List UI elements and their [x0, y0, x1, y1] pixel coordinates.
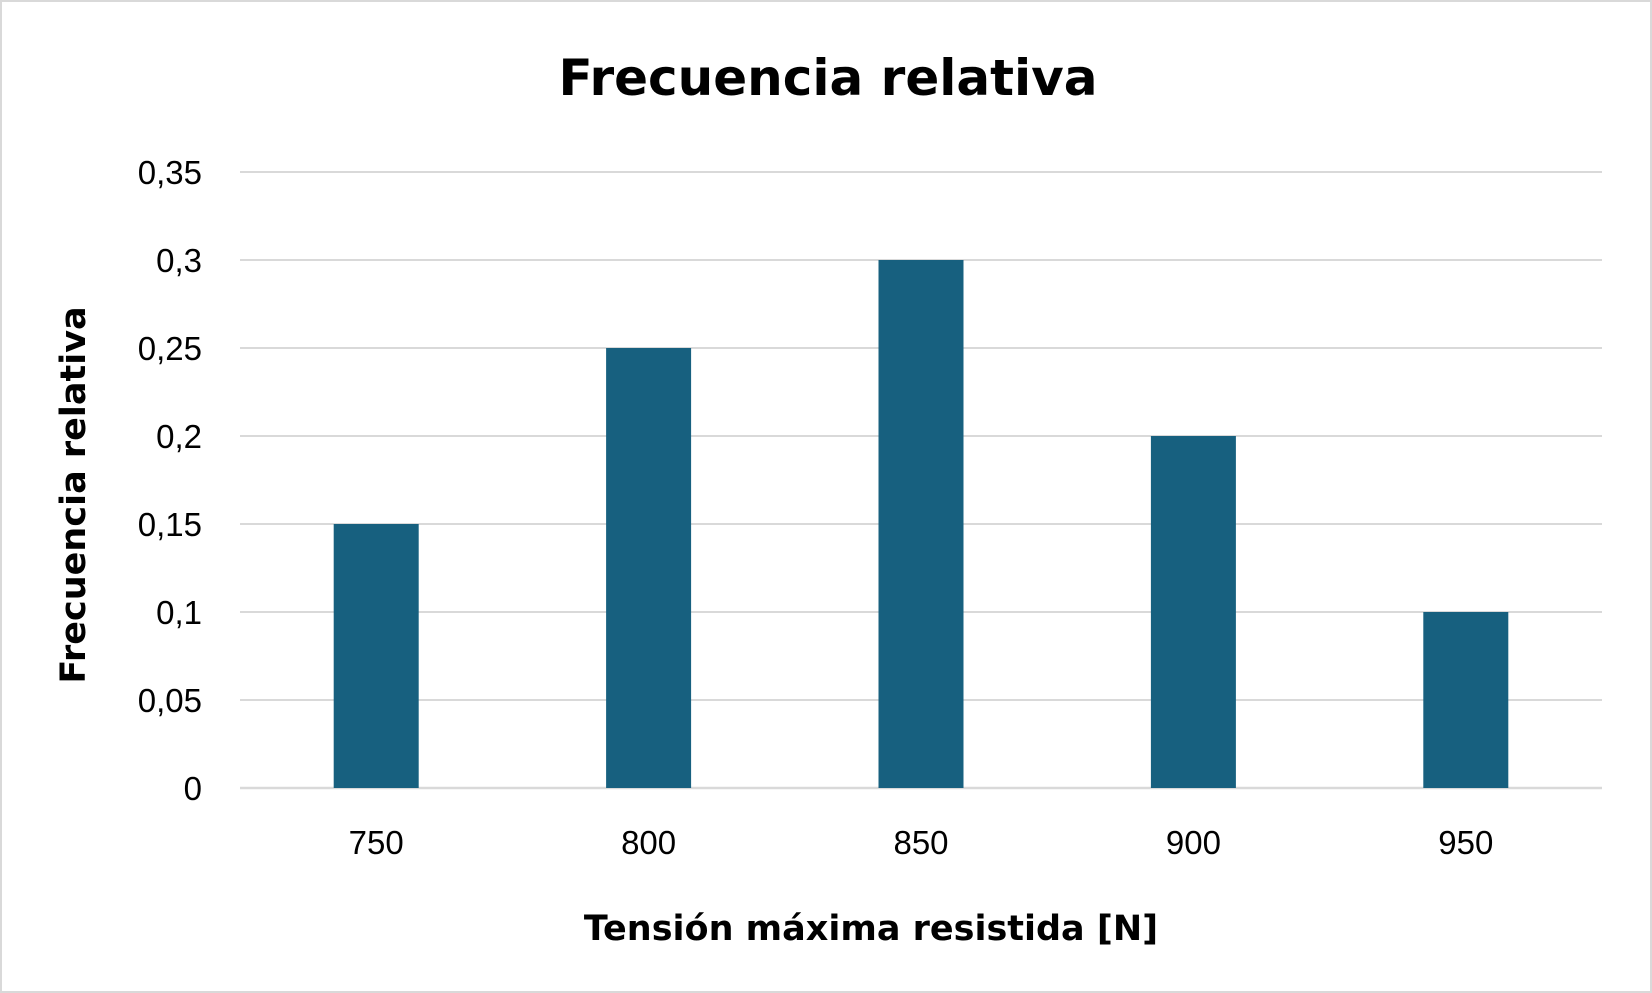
x-axis-ticks: 750 800 850 900 950: [349, 824, 1494, 861]
y-tick-label: 0,35: [138, 154, 202, 191]
y-axis-title: Frecuencia relativa: [54, 306, 94, 683]
bar-850: [878, 260, 964, 788]
chart-title: Frecuencia relativa: [558, 49, 1097, 107]
bars: [333, 260, 1509, 788]
x-tick-label: 750: [349, 824, 404, 861]
x-axis-title: Tensión máxima resistida [N]: [584, 909, 1158, 949]
x-tick-label: 900: [1166, 824, 1221, 861]
y-tick-label: 0,2: [156, 418, 202, 455]
y-tick-label: 0,15: [138, 506, 202, 543]
y-tick-label: 0: [184, 770, 202, 807]
y-tick-label: 0,1: [156, 594, 202, 631]
x-tick-label: 800: [621, 824, 676, 861]
bar-800: [606, 348, 692, 788]
x-tick-label: 850: [893, 824, 948, 861]
y-tick-label: 0,05: [138, 682, 202, 719]
y-tick-label: 0,25: [138, 330, 202, 367]
y-axis-ticks: 0 0,05 0,1 0,15 0,2 0,25 0,3 0,35: [138, 154, 202, 807]
bar-900: [1150, 436, 1236, 788]
bar-950: [1423, 612, 1509, 788]
bar-750: [333, 524, 419, 788]
y-tick-label: 0,3: [156, 242, 202, 279]
x-tick-label: 950: [1438, 824, 1493, 861]
